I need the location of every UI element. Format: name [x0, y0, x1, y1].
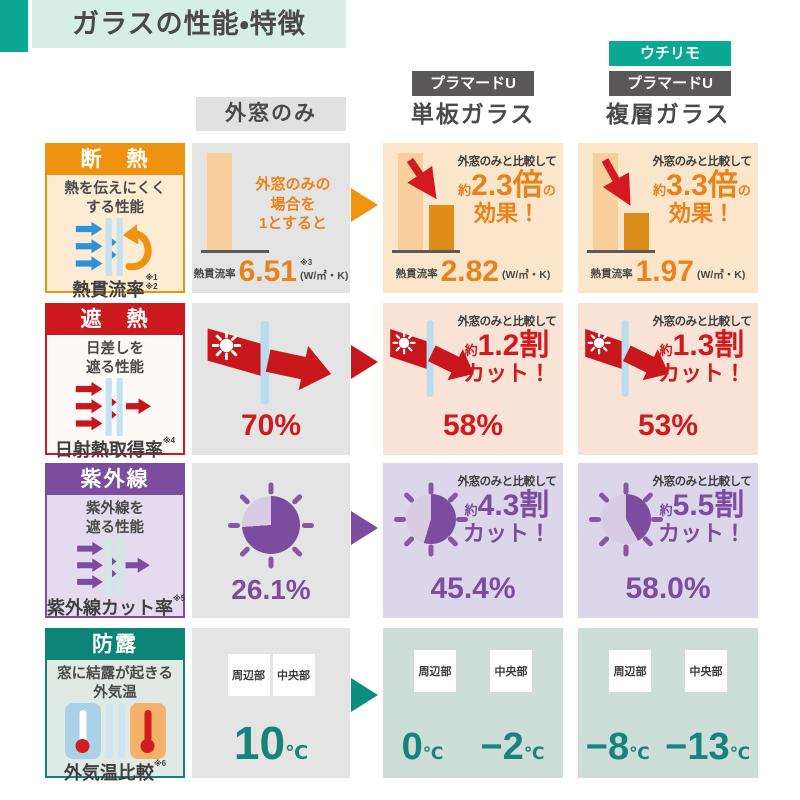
- row-label-uv: 紫外線 紫外線を 遮る性能 紫外線カット率※5: [45, 463, 185, 618]
- insulation-double-cell: 外窓のみと比較して 約3.3倍の 効果！ 熱貫流率 1.97 (W/㎡・K): [578, 143, 758, 293]
- row-title-shading: 遮 熱: [47, 305, 183, 335]
- uv-sun-pie-icon: [223, 477, 319, 573]
- effect-text: 外窓のみと比較して 約2.3倍の 効果！: [457, 156, 557, 226]
- insulation-baseline-cell: 外窓のみの 場合を 1とすると 熱貫流率 6.51 ※3 (W/㎡・K): [192, 143, 350, 293]
- shading-baseline-value: 70%: [240, 409, 302, 442]
- heat-insulation-icon: [47, 217, 183, 276]
- page-title: ガラスの性能・特徴: [32, 0, 346, 48]
- row-label-insulation: 断 熱 熱を伝えにくく する性能 熱貫流率 ※1 ※2: [45, 143, 185, 300]
- thermometers-icon: [47, 702, 183, 759]
- baseline-bar: [207, 153, 232, 250]
- edge-label: 周辺部: [609, 650, 651, 692]
- row-title-condensation: 防露: [47, 630, 183, 660]
- baseline-annotation: 外窓のみの 場合を 1とすると: [255, 176, 331, 232]
- flow-arrow-insulation-icon: [351, 188, 378, 222]
- brand-badge-uchirimo: ウチリモ: [609, 41, 731, 66]
- center-label: 中央部: [490, 650, 532, 692]
- improved-bar: [429, 205, 454, 250]
- metric-shading: 日射熱取得率※4: [54, 435, 176, 460]
- axis-line: [587, 250, 655, 253]
- edge-label: 周辺部: [227, 654, 270, 696]
- sun-through-glass-icon: [390, 320, 474, 397]
- uv-single-value: 45.4%: [430, 572, 516, 605]
- row-desc-shading: 日差しを 遮る性能: [86, 341, 144, 376]
- uv-sun-pie-icon: [391, 479, 471, 559]
- hot-thermometer-icon: [129, 702, 166, 759]
- u-value-single: 熱貫流率 2.82 (W/㎡・K): [395, 255, 551, 288]
- axis-line: [201, 250, 269, 253]
- u-value-baseline: 熱貫流率 6.51 ※3 (W/㎡・K): [193, 255, 349, 288]
- uv-double-value: 58.0%: [625, 572, 711, 605]
- column-label-double-glass: 複層ガラス: [605, 101, 731, 127]
- sun-through-glass-icon: [207, 320, 332, 405]
- effect-text: 外窓のみと比較して 約1.3割 カット！: [652, 316, 752, 386]
- shading-double-value: 53%: [637, 409, 699, 442]
- decrease-arrow-icon: [406, 157, 437, 200]
- uv-sun-pie-icon: [586, 479, 666, 559]
- shading-single-cell: 外窓のみと比較して 約1.2割 カット！ 58%: [383, 303, 563, 455]
- cold-thermometer-icon: [64, 702, 101, 759]
- accent-square: [0, 0, 28, 52]
- row-label-condensation: 防露 窓に結露が起きる 外気温 外気温比較※6: [45, 628, 185, 783]
- heat-shading-icon: [47, 377, 183, 436]
- effect-text: 外窓のみと比較して 約5.5割 カット！: [652, 476, 752, 546]
- uv-single-cell: 外窓のみと比較して 約4.3割 カット！ 45.4%: [383, 463, 563, 618]
- condensation-double-cell: 周辺部 中央部 −8℃ −13℃: [578, 628, 758, 778]
- edge-temperature: −8℃: [585, 726, 650, 768]
- center-label: 中央部: [272, 654, 315, 696]
- row-desc-condensation: 窓に結露が起きる 外気温: [57, 666, 173, 701]
- flow-arrow-condensation-icon: [351, 678, 378, 712]
- edge-label: 周辺部: [414, 650, 456, 692]
- shading-baseline-cell: 70%: [192, 303, 350, 455]
- effect-text: 外窓のみと比較して 約1.2割 カット！: [457, 316, 557, 386]
- flow-arrow-shading-icon: [351, 345, 378, 379]
- column-header-outer-window: 外窓のみ: [196, 97, 346, 131]
- condensation-baseline-cell: 周辺部 中央部 10 ℃: [192, 628, 350, 778]
- condensation-single-cell: 周辺部 中央部 0℃ −2℃: [383, 628, 563, 778]
- uv-blocking-icon: [47, 537, 183, 594]
- brand-badge-plamado-u-double: プラマードU: [609, 71, 731, 96]
- row-desc-uv: 紫外線を 遮る性能: [86, 501, 144, 536]
- center-temperature: −13℃: [665, 726, 751, 768]
- row-title-insulation: 断 熱: [47, 145, 183, 175]
- uv-baseline-cell: 26.1%: [192, 463, 350, 618]
- axis-line: [392, 250, 460, 253]
- column-label-single-glass: 単板ガラス: [410, 101, 536, 127]
- decrease-arrow-icon: [601, 158, 631, 206]
- row-desc-insulation: 熱を伝えにくく する性能: [64, 181, 166, 216]
- u-value-double: 熱貫流率 1.97 (W/㎡・K): [590, 255, 746, 288]
- sun-through-glass-icon: [585, 320, 669, 397]
- metric-uv: 紫外線カット率※5: [47, 593, 186, 618]
- row-label-shading: 遮 熱 日差しを 遮る性能 日射熱取得率※4: [45, 303, 185, 460]
- center-label: 中央部: [685, 650, 727, 692]
- shading-double-cell: 外窓のみと比較して 約1.3割 カット！ 53%: [578, 303, 758, 455]
- condensation-baseline-value: 10 ℃: [233, 717, 309, 769]
- flow-arrow-uv-icon: [351, 511, 378, 545]
- insulation-single-cell: 外窓のみと比較して 約2.3倍の 効果！ 熱貫流率 2.82 (W/㎡・K): [383, 143, 563, 293]
- metric-insulation: 熱貫流率 ※1 ※2: [72, 272, 158, 300]
- brand-badge-plamado-u-single: プラマードU: [412, 71, 534, 96]
- effect-text: 外窓のみと比較して 約3.3倍の 効果！: [652, 156, 752, 226]
- metric-condensation: 外気温比較※6: [63, 758, 167, 783]
- row-title-uv: 紫外線: [47, 465, 183, 495]
- uv-baseline-value: 26.1%: [231, 574, 311, 605]
- uv-double-cell: 外窓のみと比較して 約5.5割 カット！ 58.0%: [578, 463, 758, 618]
- center-temperature: −2℃: [480, 726, 545, 768]
- shading-single-value: 58%: [442, 409, 504, 442]
- effect-text: 外窓のみと比較して 約4.3割 カット！: [457, 476, 557, 546]
- improved-bar: [624, 213, 649, 250]
- edge-temperature: 0℃: [401, 726, 444, 768]
